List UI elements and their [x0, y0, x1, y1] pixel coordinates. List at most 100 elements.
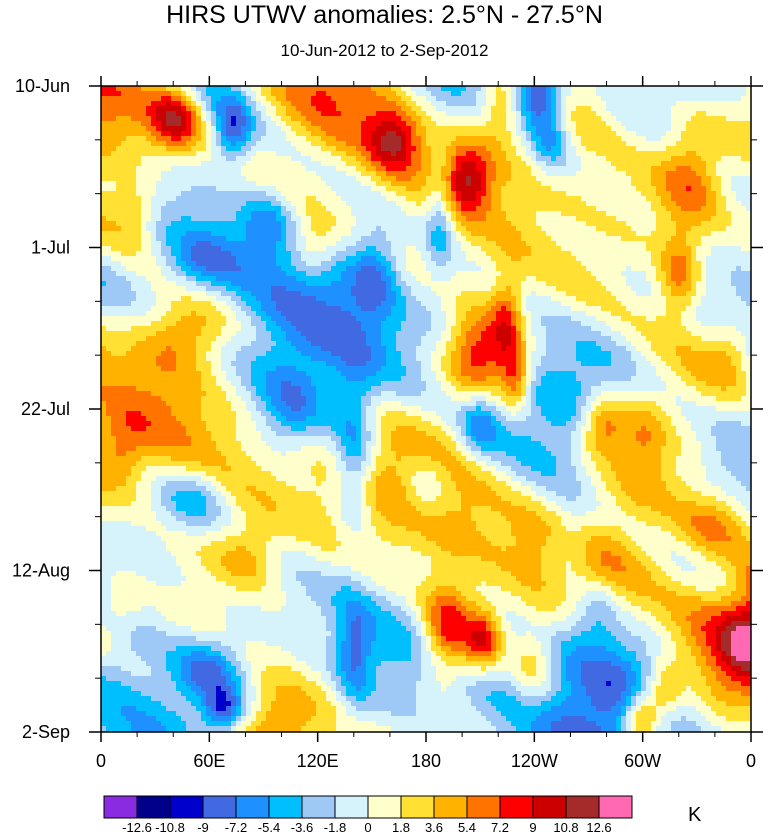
heatmap-cell — [251, 196, 257, 202]
heatmap-cell — [581, 256, 587, 262]
heatmap-cell — [196, 206, 202, 212]
heatmap-cell — [111, 241, 117, 247]
heatmap-cell — [586, 86, 592, 92]
heatmap-cell — [721, 176, 727, 182]
heatmap-cell — [346, 241, 352, 247]
heatmap-cell — [536, 176, 542, 182]
heatmap-cell — [456, 181, 462, 187]
heatmap-cell — [591, 166, 597, 172]
heatmap-cell — [201, 261, 207, 267]
heatmap-cell — [436, 96, 442, 102]
heatmap-cell — [406, 246, 412, 252]
heatmap-cell — [336, 146, 342, 152]
heatmap-cell — [541, 166, 547, 172]
heatmap-cell — [471, 86, 477, 92]
heatmap-cell — [126, 131, 132, 137]
heatmap-cell — [166, 141, 172, 147]
heatmap-cell — [686, 136, 692, 142]
heatmap-cell — [571, 126, 577, 132]
heatmap-cell — [651, 161, 657, 167]
heatmap-cell — [476, 136, 482, 142]
heatmap-cell — [171, 111, 177, 117]
heatmap-cell — [336, 96, 342, 102]
heatmap-cell — [411, 206, 417, 212]
heatmap-cell — [121, 261, 127, 267]
heatmap-cell — [541, 151, 547, 157]
heatmap-cell — [471, 106, 477, 112]
heatmap-cell — [326, 186, 332, 192]
heatmap-cell — [621, 171, 627, 177]
heatmap-cell — [731, 91, 737, 97]
heatmap-cell — [346, 176, 352, 182]
heatmap-cell — [141, 186, 147, 192]
heatmap-cell — [116, 151, 122, 157]
heatmap-cell — [291, 251, 297, 257]
heatmap-cell — [306, 241, 312, 247]
heatmap-cell — [266, 236, 272, 242]
heatmap-cell — [561, 256, 567, 262]
heatmap-cell — [586, 121, 592, 127]
heatmap-cell — [176, 146, 182, 152]
heatmap-cell — [281, 241, 287, 247]
heatmap-cell — [466, 216, 472, 222]
heatmap-cell — [616, 111, 622, 117]
heatmap-cell — [161, 251, 167, 257]
heatmap-cell — [691, 216, 697, 222]
heatmap-cell — [601, 211, 607, 217]
heatmap-cell — [331, 141, 337, 147]
heatmap-cell — [116, 201, 122, 207]
heatmap-cell — [101, 156, 107, 162]
heatmap-cell — [106, 261, 112, 267]
heatmap-cell — [161, 131, 167, 137]
heatmap-cell — [471, 221, 477, 227]
heatmap-cell — [246, 221, 252, 227]
heatmap-cell — [506, 271, 512, 277]
heatmap-cell — [606, 136, 612, 142]
heatmap-cell — [281, 211, 287, 217]
heatmap-cell — [196, 221, 202, 227]
heatmap-cell — [696, 171, 702, 177]
heatmap-cell — [401, 86, 407, 92]
heatmap-cell — [296, 191, 302, 197]
heatmap-cell — [221, 101, 227, 107]
heatmap-cell — [711, 271, 717, 277]
heatmap-cell — [471, 171, 477, 177]
heatmap-cell — [506, 141, 512, 147]
heatmap-cell — [396, 151, 402, 157]
heatmap-cell — [651, 171, 657, 177]
heatmap-cell — [216, 226, 222, 232]
heatmap-cell — [516, 216, 522, 222]
heatmap-cell — [646, 91, 652, 97]
heatmap-cell — [396, 201, 402, 207]
heatmap-cell — [716, 141, 722, 147]
heatmap-cell — [721, 131, 727, 137]
heatmap-cell — [151, 271, 157, 277]
heatmap-cell — [496, 116, 502, 122]
heatmap-cell — [266, 216, 272, 222]
heatmap-cell — [406, 156, 412, 162]
heatmap-cell — [311, 121, 317, 127]
heatmap-cell — [376, 116, 382, 122]
heatmap-cell — [351, 261, 357, 267]
heatmap-cell — [601, 206, 607, 212]
heatmap-cell — [686, 151, 692, 157]
heatmap-cell — [326, 141, 332, 147]
heatmap-cell — [106, 96, 112, 102]
heatmap-cell — [321, 156, 327, 162]
heatmap-cell — [511, 226, 517, 232]
heatmap-cell — [586, 206, 592, 212]
heatmap-cell — [211, 241, 217, 247]
heatmap-cell — [271, 231, 277, 237]
heatmap-cell — [176, 131, 182, 137]
heatmap-cell — [641, 121, 647, 127]
heatmap-cell — [521, 171, 527, 177]
heatmap-cell — [111, 201, 117, 207]
heatmap-cell — [141, 251, 147, 257]
heatmap-cell — [706, 126, 712, 132]
heatmap-cell — [746, 221, 752, 227]
heatmap-cell — [176, 266, 182, 272]
heatmap-cell — [401, 261, 407, 267]
heatmap-cell — [206, 201, 212, 207]
heatmap-cell — [641, 86, 647, 92]
heatmap-cell — [521, 181, 527, 187]
